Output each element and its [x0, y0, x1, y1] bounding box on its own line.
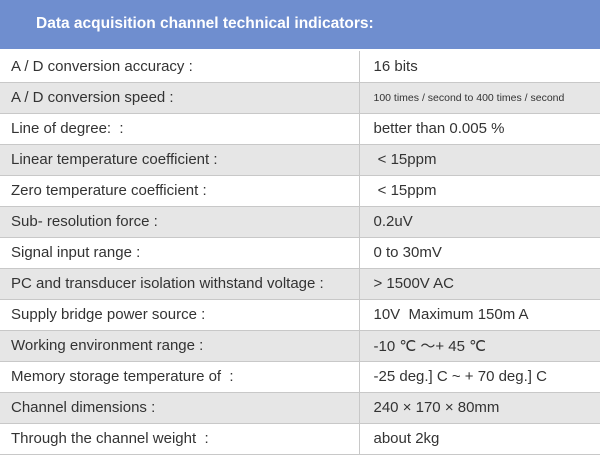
parameter-name: Zero temperature coefficient :: [0, 175, 360, 207]
parameter-value: 0.2uV: [359, 206, 600, 238]
table-row: PC and transducer isolation withstand vo…: [0, 268, 600, 300]
parameter-name: Memory storage temperature of :: [0, 361, 360, 393]
parameter-name: Linear temperature coefficient :: [0, 144, 360, 176]
parameter-name: Through the channel weight :: [0, 423, 360, 455]
table-row: Memory storage temperature of : -25 deg.…: [0, 361, 600, 393]
parameter-name: PC and transducer isolation withstand vo…: [0, 268, 360, 300]
parameter-value: -25 deg.] C ~ + 70 deg.] C: [359, 361, 600, 393]
parameter-value: 16 bits: [359, 51, 600, 83]
parameter-value: 10V Maximum 150m A: [359, 299, 600, 331]
table-row: Line of degree: : better than 0.005 %: [0, 113, 600, 145]
table-row: Channel dimensions : 240 × 170 × 80mm: [0, 392, 600, 424]
table-row: Supply bridge power source : 10V Maximum…: [0, 299, 600, 331]
table-row: Through the channel weight : about 2kg: [0, 423, 600, 455]
parameter-value: -10 ℃ 〜+ 45 ℃: [359, 330, 600, 362]
parameter-name: Sub- resolution force :: [0, 206, 360, 238]
parameter-name: Supply bridge power source :: [0, 299, 360, 331]
table-header-bar: Data acquisition channel technical indic…: [0, 0, 600, 50]
parameter-value: > 1500V AC: [359, 268, 600, 300]
parameter-name: Line of degree: :: [0, 113, 360, 145]
parameter-value: 240 × 170 × 80mm: [359, 392, 600, 424]
parameter-value: < 15ppm: [359, 144, 600, 176]
parameter-value: better than 0.005 %: [359, 113, 600, 145]
parameter-name: A / D conversion accuracy :: [0, 51, 360, 83]
parameter-value: 0 to 30mV: [359, 237, 600, 269]
table-title: Data acquisition channel technical indic…: [36, 15, 374, 32]
parameter-value: < 15ppm: [359, 175, 600, 207]
table-row: A / D conversion speed : 100 times / sec…: [0, 82, 600, 114]
table-row: Signal input range : 0 to 30mV: [0, 237, 600, 269]
parameter-name: Signal input range :: [0, 237, 360, 269]
parameter-name: Channel dimensions :: [0, 392, 360, 424]
parameter-name: Working environment range :: [0, 330, 360, 362]
parameter-value: about 2kg: [359, 423, 600, 455]
specs-table: A / D conversion accuracy : 16 bits A / …: [0, 51, 600, 455]
table-row: Zero temperature coefficient : < 15ppm: [0, 175, 600, 207]
table-row: Sub- resolution force : 0.2uV: [0, 206, 600, 238]
table-row: Linear temperature coefficient : < 15ppm: [0, 144, 600, 176]
parameter-value: 100 times / second to 400 times / second: [359, 82, 600, 114]
table-row: A / D conversion accuracy : 16 bits: [0, 51, 600, 83]
table-row: Working environment range : -10 ℃ 〜+ 45 …: [0, 330, 600, 362]
parameter-name: A / D conversion speed :: [0, 82, 360, 114]
